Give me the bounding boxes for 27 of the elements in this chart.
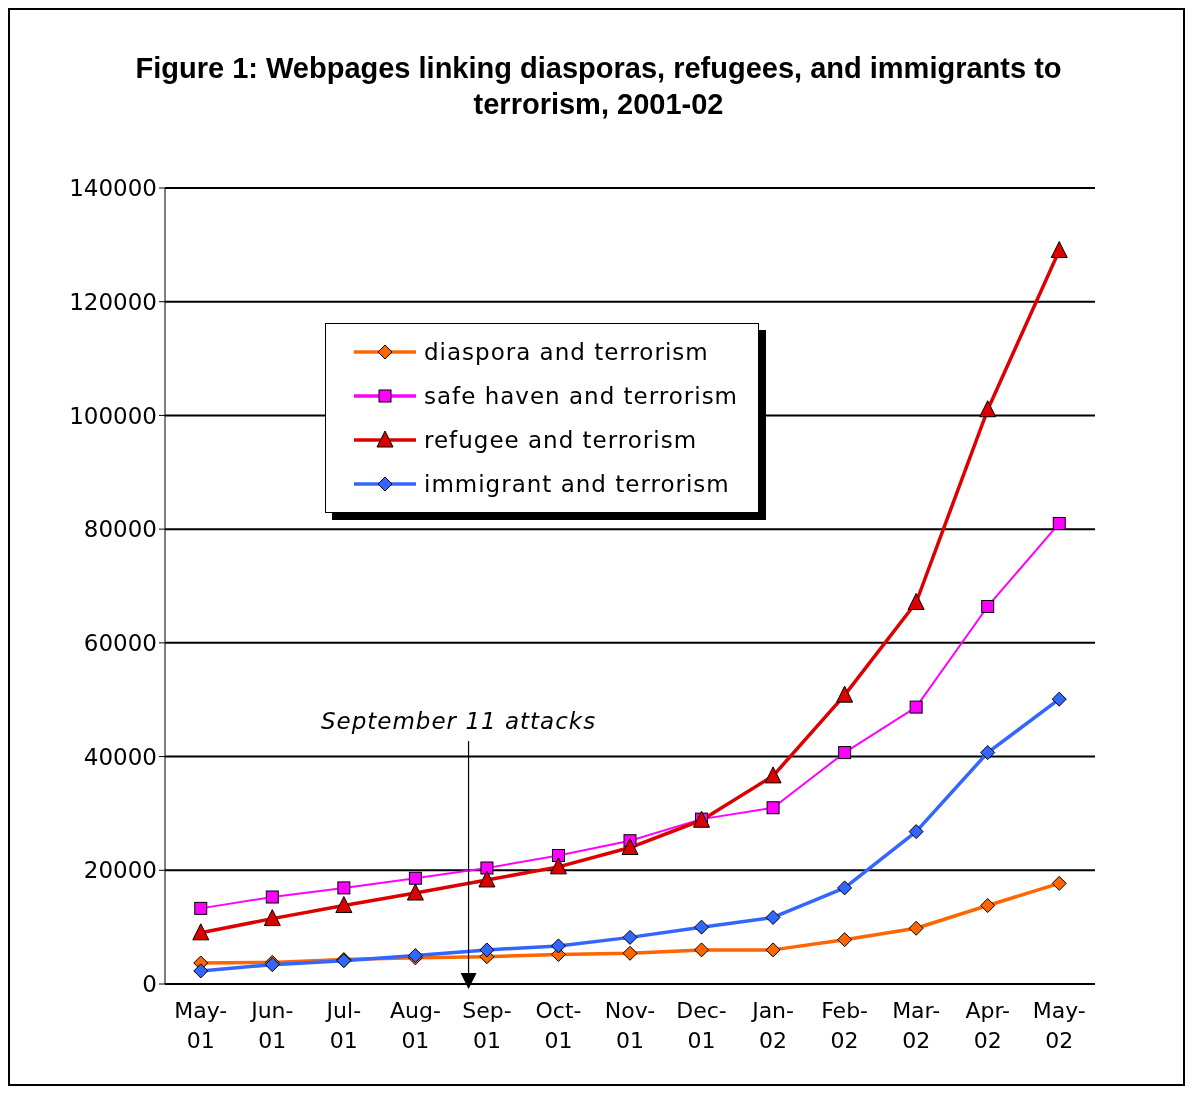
y-tick-label: 60000 <box>83 630 157 657</box>
legend-label: diaspora and terrorism <box>424 339 709 365</box>
y-tick-label: 20000 <box>83 857 157 884</box>
y-tick-label: 100000 <box>69 402 157 429</box>
annotation: September 11 attacks <box>320 708 597 734</box>
x-tick-label: Sep-01 <box>462 998 512 1053</box>
x-tick-label: Feb-02 <box>821 998 869 1053</box>
x-tick-label: Jul-01 <box>324 998 362 1053</box>
x-tick-label: Oct-01 <box>535 998 582 1053</box>
x-tick-label: Apr-02 <box>965 998 1010 1053</box>
x-tick-label: Nov-01 <box>604 998 656 1053</box>
x-tick-label: Mar-02 <box>892 998 941 1053</box>
x-tick-label: Jun-01 <box>249 998 294 1053</box>
legend-label: refugee and terrorism <box>424 427 698 453</box>
x-tick-label: Jan-02 <box>750 998 795 1053</box>
x-tick-label: Aug-01 <box>389 998 441 1053</box>
x-tick-label: Dec-01 <box>676 998 727 1053</box>
x-tick-label: May-01 <box>174 998 228 1053</box>
y-tick-label: 120000 <box>69 288 157 315</box>
y-tick-label: 80000 <box>83 516 157 543</box>
legend-label: immigrant and terrorism <box>424 471 730 497</box>
y-tick-label: 140000 <box>69 175 157 202</box>
y-tick-label: 0 <box>142 971 157 998</box>
legend-label: safe haven and terrorism <box>424 383 739 409</box>
x-tick-label: May-02 <box>1032 998 1086 1053</box>
y-tick-label: 40000 <box>83 743 157 770</box>
chart-title: Figure 1: Webpages linking diasporas, refugees, and immigrants to terrorism, 2001-02 <box>134 51 1063 122</box>
